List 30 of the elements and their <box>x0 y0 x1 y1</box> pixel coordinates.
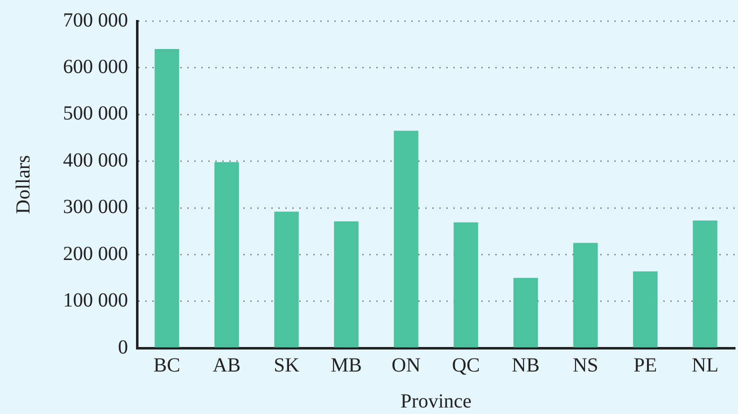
x-tick-label: QC <box>452 354 480 376</box>
x-tick-label: BC <box>154 354 180 376</box>
y-tick-label: 700 000 <box>63 9 128 32</box>
bar <box>454 222 478 348</box>
bar <box>394 130 418 348</box>
x-tick-label: NB <box>512 354 540 376</box>
bar <box>154 49 180 348</box>
bar <box>214 162 239 348</box>
x-tick-label: ON <box>392 354 421 376</box>
bar <box>274 212 299 348</box>
y-tick-label: 300 000 <box>63 196 128 218</box>
y-tick-label: 400 000 <box>63 149 128 172</box>
y-tick-label: 600 000 <box>63 56 128 78</box>
x-tick-label: SK <box>274 354 300 376</box>
x-tick-label: AB <box>212 354 241 376</box>
y-tick-label: 100 000 <box>63 290 128 312</box>
y-tick-label: 500 000 <box>63 102 128 125</box>
bar <box>513 278 538 348</box>
x-tick-label: NL <box>692 354 718 376</box>
bar <box>692 220 718 348</box>
x-axis-title: Province <box>400 390 472 412</box>
y-axis-title: Dollars <box>12 154 34 214</box>
x-tick-label: MB <box>330 354 362 376</box>
bar <box>573 242 598 348</box>
bar <box>633 271 658 348</box>
y-tick-label: 0 <box>118 336 128 358</box>
x-tick-label: PE <box>634 354 657 376</box>
bar <box>334 221 359 348</box>
y-tick-label: 200 000 <box>63 242 128 265</box>
x-tick-label: NS <box>572 354 598 376</box>
